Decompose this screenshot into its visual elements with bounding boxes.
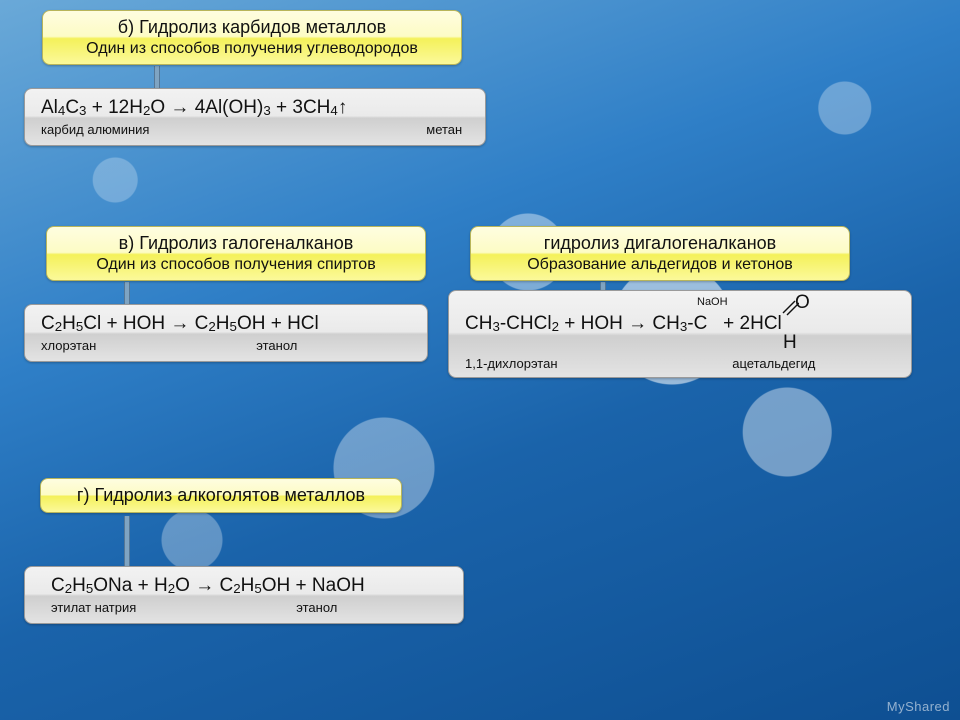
title-text-g: Гидролиз алкоголятов металлов: [94, 485, 365, 505]
aldehyde-h: H: [783, 333, 797, 353]
connector-b: [154, 66, 160, 88]
equation-b: Al4C3 + 12H2O → 4Al(OH)3 + 3CH4↑: [41, 97, 469, 119]
reactant-label-b: карбид алюминия: [41, 122, 209, 137]
equation-v: C2H5Cl + HOH → C2H5OH + HCl: [41, 313, 411, 335]
reactant-label-v2: 1,1-дихлорэтан: [465, 356, 605, 371]
catalyst-v2: NaOH: [697, 297, 728, 309]
title-box-v: в) Гидролиз галогеналканов Один из спосо…: [46, 226, 426, 281]
equation-g: C2H5ONa + H2O → C2H5OH + NaOH: [41, 575, 447, 597]
subtitle-v2: Образование альдегидов и кетонов: [485, 256, 835, 274]
reactant-label-g: этилат натрия: [51, 600, 179, 615]
equation-box-v: C2H5Cl + HOH → C2H5OH + HCl хлорэтан эта…: [24, 304, 428, 362]
product-label-v2: ацетальдегид: [732, 356, 815, 371]
equation-box-b: Al4C3 + 12H2O → 4Al(OH)3 + 3CH4↑ карбид …: [24, 88, 486, 146]
prefix-g: г): [77, 485, 90, 505]
equation-box-g: C2H5ONa + H2O → C2H5OH + NaOH этилат нат…: [24, 566, 464, 624]
equation-v2: CH3-CHCl2 + HOH → CH3-C + 2HCl: [465, 313, 895, 335]
product-label-v: этанол: [256, 338, 297, 353]
labels-v2: 1,1-дихлорэтан ацетальдегид: [465, 356, 895, 371]
product-label-b: метан: [426, 122, 462, 137]
title-v2: гидролиз дигалогеналканов: [485, 233, 835, 254]
reactant-label-v: хлорэтан: [41, 338, 131, 353]
labels-g: этилат натрия этанол: [41, 600, 447, 615]
subtitle-v: Один из способов получения спиртов: [61, 256, 411, 274]
labels-v: хлорэтан этанол: [41, 338, 411, 353]
product-label-g: этанол: [296, 600, 337, 615]
title-text-v: Гидролиз галогеналканов: [139, 233, 353, 253]
title-box-b: б) Гидролиз карбидов металлов Один из сп…: [42, 10, 462, 65]
connector-v: [124, 282, 130, 304]
title-v: в) Гидролиз галогеналканов: [61, 233, 411, 254]
title-g: г) Гидролиз алкоголятов металлов: [55, 485, 387, 506]
title-b: б) Гидролиз карбидов металлов: [57, 17, 447, 38]
prefix-v: в): [119, 233, 135, 253]
connector-g: [124, 516, 130, 566]
title-text-b: Гидролиз карбидов металлов: [139, 17, 386, 37]
title-box-v2: гидролиз дигалогеналканов Образование ал…: [470, 226, 850, 281]
watermark: MyShared: [887, 699, 950, 714]
title-box-g: г) Гидролиз алкоголятов металлов: [40, 478, 402, 513]
labels-b: карбид алюминия метан: [41, 122, 469, 137]
subtitle-b: Один из способов получения углеводородов: [57, 40, 447, 58]
double-bond-icon: [781, 299, 799, 317]
prefix-b: б): [118, 17, 134, 37]
equation-box-v2: NaOH O CH3-CHCl2 + HOH → CH3-C + 2HCl H …: [448, 290, 912, 378]
